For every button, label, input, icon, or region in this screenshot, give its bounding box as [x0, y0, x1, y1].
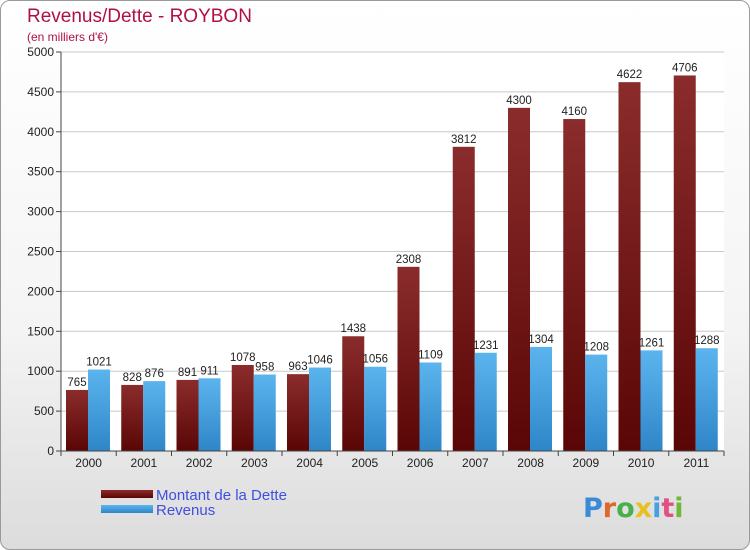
revenue-bar: [309, 367, 331, 451]
proxiti-letter: o: [616, 493, 635, 524]
revenue-data-label: 1288: [694, 335, 720, 347]
proxiti-wordmark: Proxiti: [583, 493, 684, 524]
revenue-data-label: 1261: [639, 337, 665, 349]
revenue-bar: [198, 378, 221, 451]
debt-data-label: 3812: [451, 134, 477, 146]
revenue-bar: [585, 354, 608, 451]
legend-swatch-revenue: [101, 505, 153, 513]
debt-bar: [563, 119, 586, 452]
grid-layer: [61, 51, 724, 452]
y-tick-label: 5000: [27, 45, 54, 59]
revenue-bar: [143, 381, 166, 451]
proxiti-logo: Proxiti: [583, 493, 684, 524]
debt-bar: [618, 82, 641, 451]
revenue-data-label: 1231: [473, 340, 499, 352]
y-tick-label: 0: [47, 444, 54, 458]
x-tick-label: 2002: [186, 456, 213, 470]
revenue-bar: [364, 366, 387, 451]
debt-bar: [176, 379, 199, 451]
x-tick-label: 2004: [296, 456, 323, 470]
x-tick-label: 2007: [462, 456, 489, 470]
debt-data-label: 1078: [230, 352, 256, 364]
y-tick-label: 4000: [27, 125, 54, 139]
debt-bar: [508, 107, 530, 452]
revenue-bar: [88, 369, 110, 451]
y-tick-label: 500: [34, 404, 54, 418]
revenue-data-label: 911: [200, 365, 218, 377]
legend-swatch-debt: [101, 490, 153, 498]
x-tick-label: 2000: [75, 456, 102, 470]
debt-data-label: 4622: [617, 69, 643, 81]
debt-bar: [342, 336, 365, 451]
legend-label-revenue: Revenus: [156, 502, 215, 519]
y-tick-label: 2500: [27, 245, 54, 259]
x-tick-label: 2008: [517, 456, 544, 470]
bar-layer: [66, 75, 718, 452]
debt-bar: [66, 389, 88, 451]
proxiti-letter: t: [661, 493, 674, 524]
debt-data-label: 891: [178, 367, 197, 379]
debt-data-label: 963: [288, 361, 307, 373]
revenue-data-label: 958: [255, 362, 274, 374]
x-tick-label: 2006: [407, 456, 434, 470]
proxiti-letter: i: [652, 493, 661, 524]
y-tick-label: 3500: [27, 165, 54, 179]
axis-layer: 0 500 1000 1500 2000 2500 3000 3500 4000 4500 5000…: [27, 45, 725, 470]
y-tick-label: 4500: [27, 85, 54, 99]
revenue-data-label: 1109: [418, 350, 443, 362]
revenue-data-label: 1021: [86, 357, 112, 369]
revenue-bar: [640, 350, 663, 451]
revenue-data-label: 1208: [583, 342, 609, 354]
x-tick-label: 2011: [683, 456, 709, 470]
debt-data-label: 4160: [561, 106, 587, 118]
chart-subtitle: (en milliers d'€): [27, 30, 108, 44]
debt-data-label: 1438: [340, 323, 366, 335]
legend-label-debt: Montant de la Dette: [156, 487, 287, 504]
revenue-data-label: 876: [145, 368, 164, 380]
debt-data-label: 2308: [396, 254, 422, 266]
x-tick-label: 2005: [352, 456, 379, 470]
y-tick-label: 1500: [27, 324, 54, 338]
debt-bar: [397, 266, 420, 451]
x-tick-label: 2010: [628, 456, 655, 470]
revenue-data-label: 1304: [528, 334, 554, 346]
x-tick-label: 2003: [241, 456, 268, 470]
revenue-bar: [695, 348, 718, 451]
chart-title: Revenus/Dette - ROYBON: [27, 6, 252, 27]
debt-bar: [121, 384, 144, 451]
y-tick-label: 1000: [27, 364, 54, 378]
proxiti-letter: P: [583, 493, 603, 524]
revenue-data-label: 1046: [307, 355, 333, 367]
revenue-data-label: 1056: [362, 354, 388, 366]
debt-data-label: 4706: [672, 62, 698, 74]
proxiti-letter: r: [603, 493, 617, 524]
proxiti-letter: x: [635, 493, 652, 524]
debt-bar: [287, 374, 309, 451]
y-tick-label: 3000: [27, 205, 54, 219]
revenue-bar: [530, 346, 552, 451]
debt-data-label: 4300: [506, 95, 532, 107]
x-tick-label: 2001: [131, 456, 158, 470]
debt-bar: [231, 364, 254, 451]
debt-bar: [452, 146, 475, 451]
revenue-bar: [253, 374, 276, 451]
revenue-bar: [419, 362, 442, 451]
debt-bar: [673, 75, 696, 452]
proxiti-letter: i: [674, 493, 683, 524]
y-tick-label: 2000: [27, 284, 54, 298]
x-tick-label: 2009: [573, 456, 600, 470]
debt-data-label: 765: [67, 377, 86, 389]
debt-data-label: 828: [123, 372, 142, 384]
revenue-bar: [474, 352, 497, 451]
